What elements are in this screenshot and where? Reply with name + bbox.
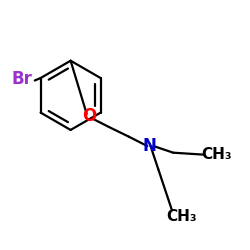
Text: O: O	[82, 107, 96, 125]
Text: CH₃: CH₃	[166, 209, 197, 224]
Text: N: N	[143, 137, 157, 155]
Text: Br: Br	[12, 70, 33, 88]
Text: CH₃: CH₃	[201, 147, 232, 162]
